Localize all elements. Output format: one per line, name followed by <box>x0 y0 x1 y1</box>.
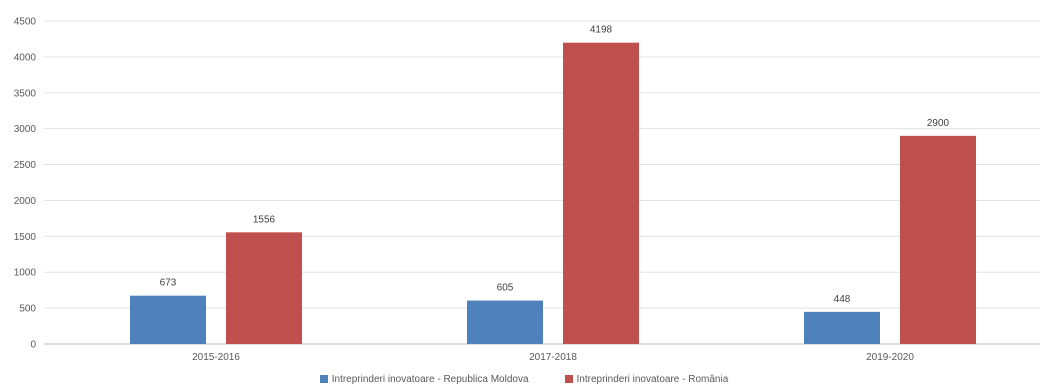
data-labels: 673 1556 605 4198 448 2900 <box>160 25 950 305</box>
legend-item-moldova: Intreprinderi inovatoare - Republica Mol… <box>319 373 529 385</box>
y-tick-label: 3500 <box>14 88 37 99</box>
data-label: 2900 <box>927 118 950 129</box>
data-label: 4198 <box>590 25 613 36</box>
data-label: 605 <box>497 283 514 294</box>
legend-item-romania: Intreprinderi inovatoare - România <box>564 373 729 385</box>
y-tick-label: 4000 <box>14 52 37 63</box>
y-tick-label: 4500 <box>14 17 37 28</box>
legend-label-romania: Intreprinderi inovatoare - România <box>576 373 729 385</box>
y-axis-tick-labels: 0 500 1000 1500 2000 2500 3000 3500 4000 4500 <box>14 17 37 351</box>
bar-romania <box>563 42 639 345</box>
y-tick-label: 2500 <box>14 160 37 171</box>
x-category-label: 2015-2016 <box>192 352 240 363</box>
bar-romania <box>900 135 976 344</box>
bars <box>130 42 976 345</box>
legend-swatch-romania <box>564 375 573 383</box>
legend-label-moldova: Intreprinderi inovatoare - Republica Mol… <box>331 373 529 385</box>
bar-moldova <box>467 300 543 344</box>
data-label: 1556 <box>253 214 276 225</box>
x-axis-category-labels: 2015-2016 2017-2018 2019-2020 <box>192 352 914 363</box>
y-tick-label: 3000 <box>14 124 37 135</box>
bar-moldova <box>130 295 206 344</box>
data-label: 448 <box>834 294 851 305</box>
gridlines <box>44 20 1040 345</box>
y-tick-label: 0 <box>30 340 36 351</box>
y-tick-label: 2000 <box>14 196 37 207</box>
x-category-label: 2017-2018 <box>529 352 577 363</box>
y-tick-label: 1000 <box>14 268 37 279</box>
y-tick-label: 500 <box>19 304 36 315</box>
data-label: 673 <box>160 278 177 289</box>
bar-romania <box>226 232 302 344</box>
legend-swatch-moldova <box>319 375 328 383</box>
x-category-label: 2019-2020 <box>866 352 914 363</box>
legend: Intreprinderi inovatoare - Republica Mol… <box>0 372 1048 386</box>
y-tick-label: 1500 <box>14 232 37 243</box>
bar-moldova <box>804 311 880 344</box>
